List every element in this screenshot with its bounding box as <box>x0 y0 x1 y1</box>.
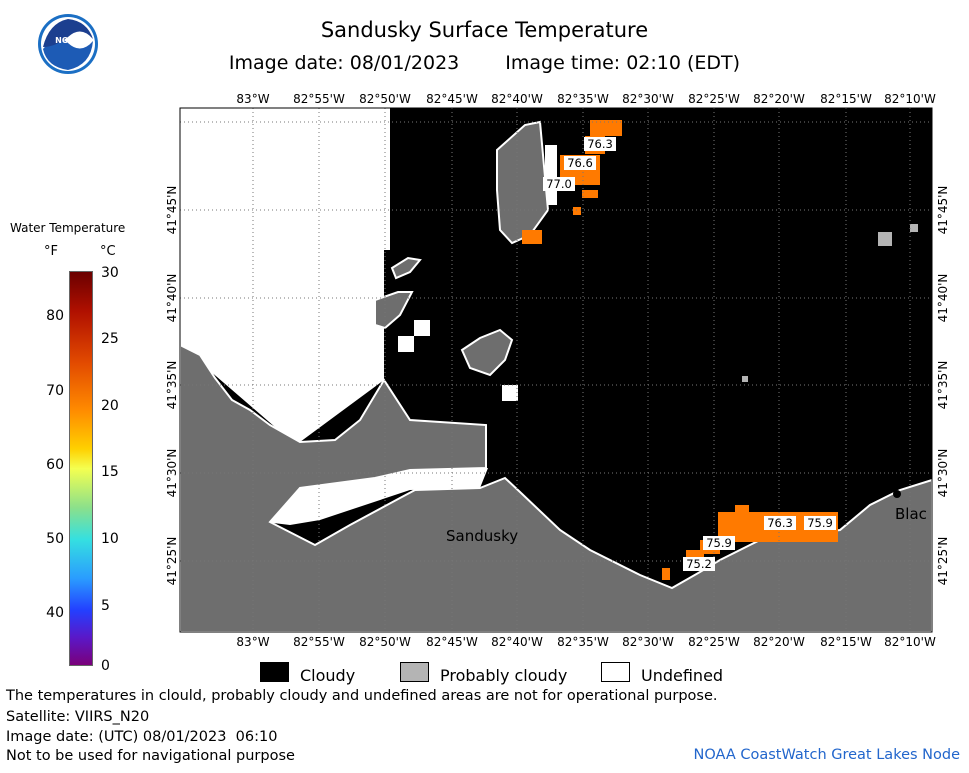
celsius-tick: 5 <box>101 598 110 614</box>
lon-labels-top: 83°W 82°55'W 82°50'W 82°45'W 82°40'W 82°… <box>236 92 936 106</box>
legend-swatch-probably-cloudy <box>400 662 429 682</box>
svg-text:82°10'W: 82°10'W <box>884 635 936 649</box>
svg-text:82°35'W: 82°35'W <box>557 92 609 106</box>
svg-text:82°25'W: 82°25'W <box>688 635 740 649</box>
svg-text:82°10'W: 82°10'W <box>884 92 936 106</box>
fahrenheit-tick: 50 <box>46 531 64 547</box>
svg-text:41°40'N: 41°40'N <box>936 274 950 323</box>
probably-cloudy-island <box>390 256 422 280</box>
fahrenheit-tick: 70 <box>46 383 64 399</box>
probably-cloudy-island <box>374 291 414 330</box>
satellite-text: Satellite: VIIRS_N20 <box>6 709 150 725</box>
disclaimer-text: The temperatures in clould, probably clo… <box>6 688 718 704</box>
svg-text:82°35'W: 82°35'W <box>557 635 609 649</box>
svg-text:82°55'W: 82°55'W <box>293 92 345 106</box>
probably-cloudy-pixel <box>742 376 748 382</box>
celsius-tick: 10 <box>101 531 119 547</box>
svg-text:41°35'N: 41°35'N <box>165 361 179 410</box>
legend-label-undefined: Undefined <box>641 666 724 685</box>
svg-text:75.2: 75.2 <box>686 557 712 571</box>
celsius-tick: 20 <box>101 398 119 414</box>
fahrenheit-tick: 60 <box>46 457 64 473</box>
svg-text:82°15'W: 82°15'W <box>820 635 872 649</box>
legend-swatch-cloudy <box>260 662 289 682</box>
svg-text:82°30'W: 82°30'W <box>622 92 674 106</box>
page-title: Sandusky Surface Temperature <box>320 18 649 42</box>
image-datetime: Image date: 08/01/2023 Image time: 02:10… <box>0 52 969 74</box>
svg-text:83°W: 83°W <box>236 92 269 106</box>
svg-text:41°45'N: 41°45'N <box>936 186 950 235</box>
celsius-tick: 15 <box>101 464 119 480</box>
probably-cloudy-pixel <box>878 232 892 246</box>
svg-text:76.3: 76.3 <box>587 137 613 151</box>
undefined-pixel <box>414 320 430 336</box>
svg-text:82°25'W: 82°25'W <box>688 92 740 106</box>
lat-labels-left: 41°45'N 41°40'N 41°35'N 41°30'N 41°25'N <box>165 186 179 586</box>
svg-text:83°W: 83°W <box>236 635 269 649</box>
credit-text: NOAA CoastWatch Great Lakes Node <box>693 747 960 763</box>
svg-text:82°55'W: 82°55'W <box>293 635 345 649</box>
svg-text:41°30'N: 41°30'N <box>936 449 950 498</box>
legend-swatch-undefined <box>601 662 630 682</box>
probably-cloudy-pixel <box>910 224 918 232</box>
svg-text:41°35'N: 41°35'N <box>936 361 950 410</box>
svg-text:82°20'W: 82°20'W <box>753 635 805 649</box>
image-time: Image time: 02:10 (EDT) <box>505 52 741 74</box>
scale-title: Water Temperature <box>10 221 126 235</box>
svg-text:82°40'W: 82°40'W <box>491 635 543 649</box>
temperature-colorbar <box>69 271 93 666</box>
undefined-bay <box>265 468 488 525</box>
celsius-tick: 30 <box>101 265 119 281</box>
svg-text:75.9: 75.9 <box>706 536 732 550</box>
fahrenheit-tick: 80 <box>46 308 64 324</box>
svg-text:41°30'N: 41°30'N <box>165 449 179 498</box>
temperature-values: 76.3 76.6 77.0 76.3 75.9 75.9 75.2 <box>543 137 836 571</box>
image-date: Image date: 08/01/2023 <box>228 52 460 74</box>
unit-fahrenheit: °F <box>44 244 58 259</box>
celsius-tick: 0 <box>101 658 110 674</box>
unit-celsius: °C <box>100 244 116 259</box>
probably-cloudy-island <box>460 328 514 377</box>
svg-text:76.3: 76.3 <box>767 516 793 530</box>
undefined-pixel <box>398 336 414 352</box>
svg-text:41°25'N: 41°25'N <box>165 537 179 586</box>
logo-text: NOAA <box>55 36 81 45</box>
legend-label-cloudy: Cloudy <box>300 666 356 685</box>
fahrenheit-tick: 40 <box>46 605 64 621</box>
lat-labels-right: 41°45'N 41°40'N 41°35'N 41°30'N 41°25'N <box>936 186 950 586</box>
place-label-black: Blac <box>895 505 927 523</box>
svg-text:82°50'W: 82°50'W <box>359 635 411 649</box>
legend-label-probably-cloudy: Probably cloudy <box>440 666 568 685</box>
navigation-warning: Not to be used for navigational purpose <box>6 748 295 764</box>
svg-text:82°20'W: 82°20'W <box>753 92 805 106</box>
undefined-region <box>180 108 390 442</box>
undefined-pixel <box>502 385 518 401</box>
noaa-logo-icon: NOAA <box>38 14 98 74</box>
city-marker <box>893 490 901 498</box>
svg-text:82°30'W: 82°30'W <box>622 635 674 649</box>
temperature-map: 83°W 82°55'W 82°50'W 82°45'W 82°40'W 82°… <box>165 92 950 649</box>
celsius-tick: 25 <box>101 331 119 347</box>
utc-date-text: Image date: (UTC) 08/01/2023 06:10 <box>6 729 278 745</box>
svg-text:82°15'W: 82°15'W <box>820 92 872 106</box>
svg-text:41°40'N: 41°40'N <box>165 274 179 323</box>
svg-text:41°25'N: 41°25'N <box>936 537 950 586</box>
svg-text:76.6: 76.6 <box>567 156 593 170</box>
svg-text:82°45'W: 82°45'W <box>426 92 478 106</box>
svg-text:82°40'W: 82°40'W <box>491 92 543 106</box>
svg-text:75.9: 75.9 <box>807 516 833 530</box>
svg-text:82°45'W: 82°45'W <box>426 635 478 649</box>
svg-text:77.0: 77.0 <box>546 177 572 191</box>
lon-labels-bottom: 83°W 82°55'W 82°50'W 82°45'W 82°40'W 82°… <box>236 635 936 649</box>
place-label-sandusky: Sandusky <box>446 527 518 545</box>
svg-text:41°45'N: 41°45'N <box>165 186 179 235</box>
svg-text:82°50'W: 82°50'W <box>359 92 411 106</box>
